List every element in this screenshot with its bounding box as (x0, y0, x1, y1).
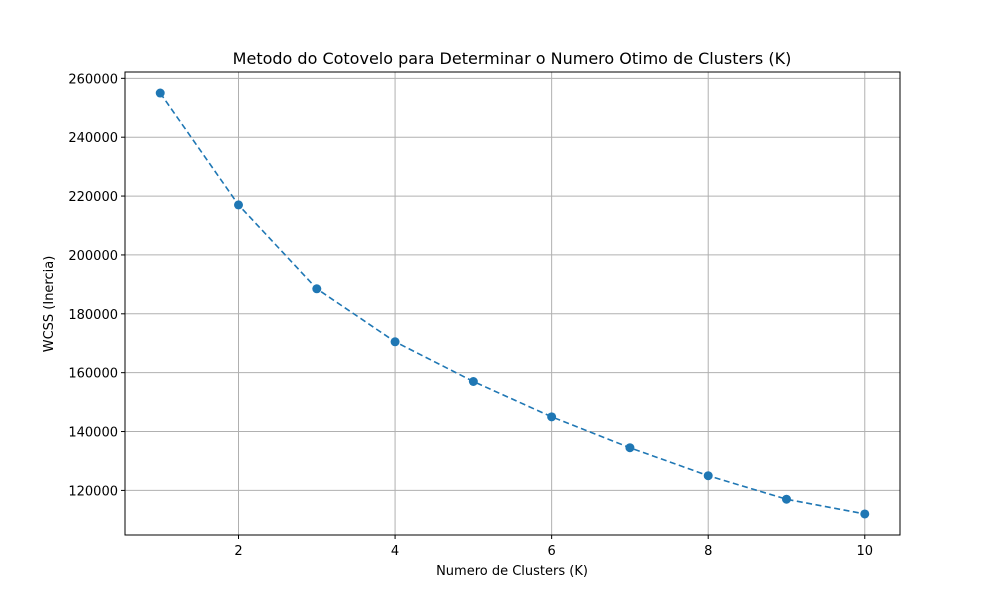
y-tick-label: 140000 (68, 426, 118, 441)
x-tick-label: 10 (856, 544, 873, 559)
x-tick-label: 8 (704, 544, 712, 559)
y-tick-label: 180000 (68, 308, 118, 323)
chart-title: Metodo do Cotovelo para Determinar o Num… (233, 49, 792, 68)
x-axis-label: Numero de Clusters (K) (436, 564, 588, 579)
x-axis-ticks: 2 4 6 8 10 (234, 535, 873, 559)
data-point (390, 337, 400, 347)
x-tick-label: 4 (391, 544, 399, 559)
x-tick-label: 6 (548, 544, 556, 559)
grid-layer (125, 72, 900, 535)
data-point (312, 284, 322, 294)
plot-frame (124, 71, 901, 536)
data-point (547, 412, 557, 422)
data-point (234, 200, 244, 210)
y-tick-label: 220000 (68, 190, 118, 205)
y-tick-label: 240000 (68, 131, 118, 146)
y-axis-ticks: 120000 140000 160000 180000 200000 220000 2400… (68, 72, 125, 499)
data-point (625, 443, 635, 453)
x-tick-label: 2 (234, 544, 242, 559)
data-point (155, 88, 165, 98)
y-axis-label: WCSS (Inercia) (42, 256, 57, 353)
y-tick-label: 120000 (68, 484, 118, 499)
y-tick-label: 160000 (68, 367, 118, 382)
wcss-series-line (159, 92, 865, 515)
data-point (468, 377, 478, 387)
data-point (703, 471, 713, 481)
data-layer (159, 92, 865, 515)
y-tick-label: 200000 (68, 249, 118, 264)
marker-layer (155, 88, 870, 519)
data-point (781, 494, 791, 504)
y-tick-label: 260000 (68, 72, 118, 87)
data-point (860, 509, 870, 519)
